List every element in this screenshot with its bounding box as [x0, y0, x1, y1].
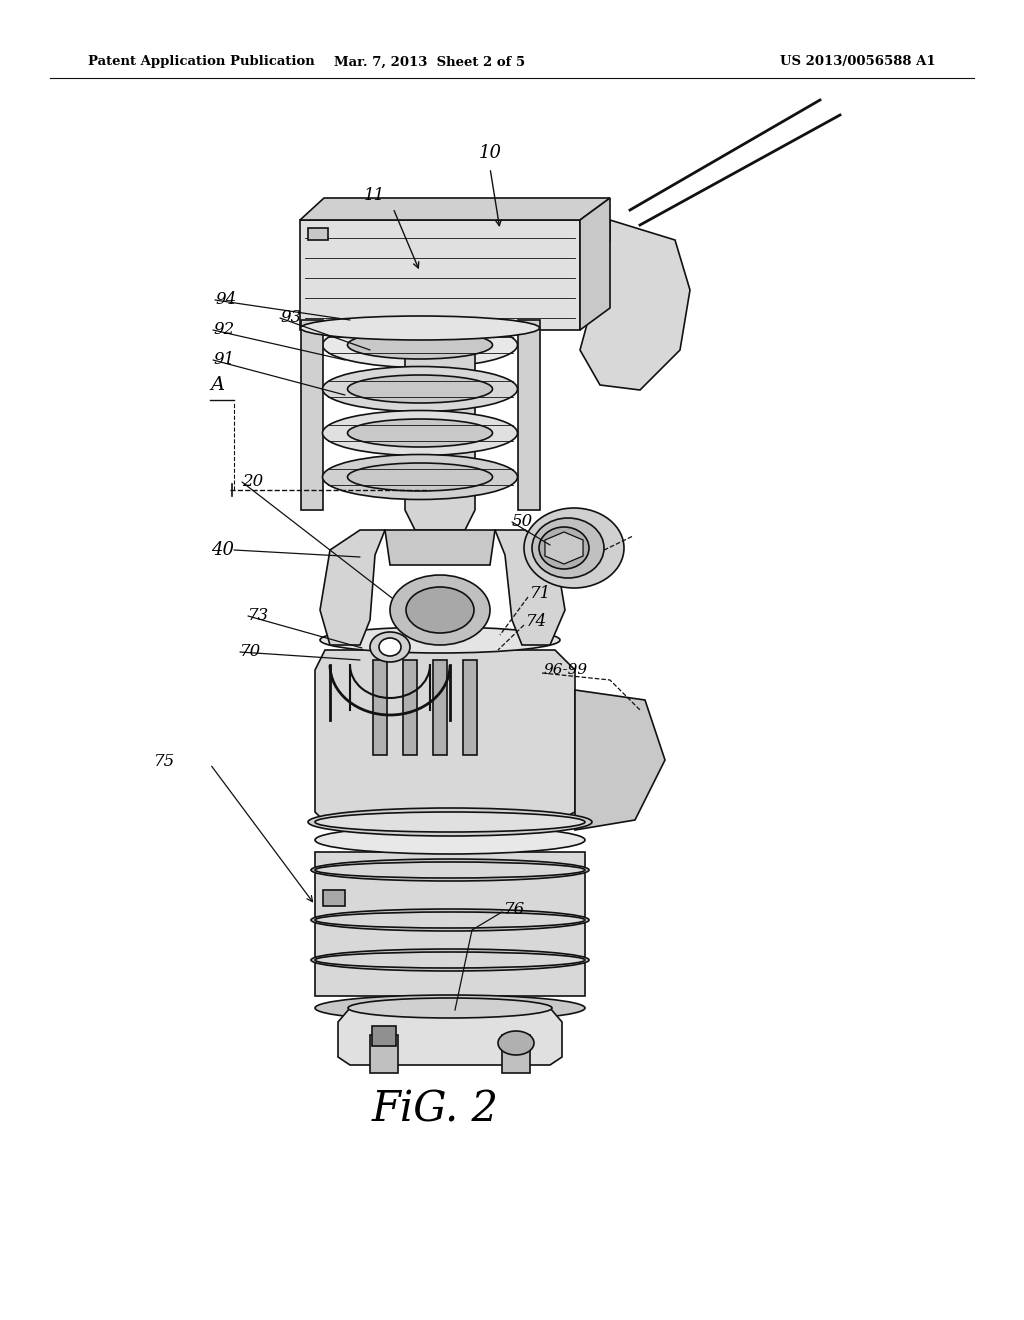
Ellipse shape [300, 315, 540, 341]
Text: 93: 93 [280, 309, 301, 326]
Ellipse shape [315, 952, 585, 968]
Polygon shape [495, 531, 565, 645]
Ellipse shape [347, 418, 493, 447]
Polygon shape [315, 649, 575, 822]
Polygon shape [319, 531, 385, 645]
Polygon shape [300, 198, 610, 220]
Text: 70: 70 [240, 644, 261, 660]
Bar [372, 1026, 396, 1045]
Bar [308, 228, 328, 240]
Ellipse shape [315, 995, 585, 1020]
Text: 50: 50 [512, 513, 534, 531]
Ellipse shape [323, 454, 517, 499]
Polygon shape [517, 319, 540, 510]
Polygon shape [385, 531, 495, 565]
Bar [463, 660, 477, 755]
Bar [373, 660, 387, 755]
Ellipse shape [532, 517, 604, 578]
Text: 71: 71 [530, 586, 551, 602]
Text: 11: 11 [364, 187, 385, 205]
Text: 76: 76 [504, 902, 525, 919]
Polygon shape [575, 690, 665, 830]
Ellipse shape [347, 463, 493, 491]
Text: 96-99: 96-99 [544, 663, 588, 677]
Bar [370, 1035, 398, 1073]
Text: US 2013/0056588 A1: US 2013/0056588 A1 [780, 55, 936, 69]
Ellipse shape [315, 912, 585, 928]
Text: Patent Application Publication: Patent Application Publication [88, 55, 314, 69]
Ellipse shape [390, 576, 490, 645]
Ellipse shape [315, 862, 585, 878]
Ellipse shape [498, 1031, 534, 1055]
Ellipse shape [308, 808, 592, 836]
Text: 75: 75 [154, 754, 175, 771]
Bar [403, 660, 417, 755]
Ellipse shape [524, 508, 624, 587]
Polygon shape [545, 532, 583, 564]
Text: 40: 40 [211, 541, 234, 558]
Text: 91: 91 [213, 351, 234, 368]
Text: 10: 10 [478, 144, 502, 162]
Polygon shape [300, 319, 323, 510]
Ellipse shape [379, 638, 401, 656]
Text: A: A [210, 376, 224, 393]
Text: FiG. 2: FiG. 2 [372, 1089, 499, 1131]
Polygon shape [580, 220, 690, 389]
Ellipse shape [315, 812, 585, 832]
Ellipse shape [311, 949, 589, 972]
Ellipse shape [323, 322, 517, 367]
Ellipse shape [311, 859, 589, 880]
Bar [502, 1035, 530, 1073]
Ellipse shape [347, 331, 493, 359]
Ellipse shape [323, 367, 517, 412]
Polygon shape [338, 1008, 562, 1065]
Polygon shape [580, 198, 610, 330]
Text: 20: 20 [242, 474, 263, 491]
Ellipse shape [539, 527, 589, 569]
Text: Mar. 7, 2013  Sheet 2 of 5: Mar. 7, 2013 Sheet 2 of 5 [335, 55, 525, 69]
Ellipse shape [319, 627, 560, 653]
Polygon shape [300, 220, 580, 330]
Ellipse shape [370, 632, 410, 663]
Ellipse shape [347, 375, 493, 403]
Text: 73: 73 [248, 607, 269, 624]
Polygon shape [406, 330, 475, 531]
Text: 94: 94 [215, 292, 237, 309]
Text: 74: 74 [526, 614, 547, 631]
Text: 92: 92 [213, 322, 234, 338]
Ellipse shape [311, 909, 589, 931]
Ellipse shape [315, 826, 585, 854]
Ellipse shape [406, 587, 474, 634]
Ellipse shape [323, 411, 517, 455]
Ellipse shape [348, 998, 552, 1018]
Bar [433, 660, 447, 755]
Polygon shape [315, 851, 585, 997]
Bar [323, 890, 345, 906]
